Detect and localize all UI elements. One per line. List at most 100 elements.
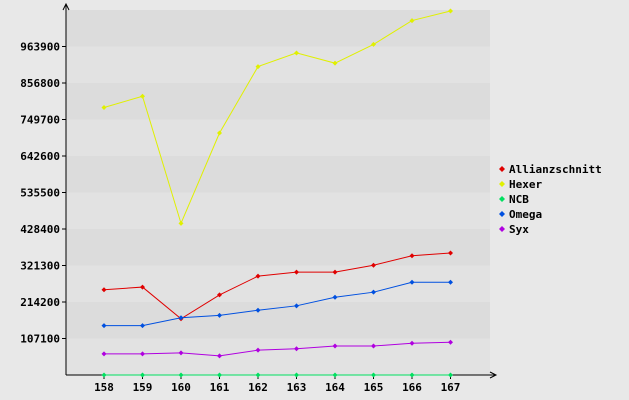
legend-marker (499, 196, 505, 202)
x-tick-label: 158 (94, 381, 114, 394)
data-point (371, 372, 376, 378)
series-syx (101, 339, 453, 359)
x-tick-label: 163 (287, 381, 307, 394)
data-point (448, 8, 453, 14)
x-axis-arrow (489, 371, 498, 379)
series-hexer (101, 8, 453, 226)
y-tick-label: 428400 (20, 223, 60, 236)
x-tick-label: 162 (248, 381, 268, 394)
data-point (294, 303, 299, 309)
x-tick-label: 166 (402, 381, 422, 394)
data-point (101, 351, 107, 357)
data-point (255, 347, 261, 353)
data-point (101, 287, 107, 293)
data-point (217, 372, 222, 378)
grid-band (66, 46, 490, 83)
grid-band (66, 119, 490, 156)
data-point (409, 340, 415, 346)
grid-band (66, 229, 490, 266)
data-point (371, 289, 376, 295)
y-tick-label: 321300 (20, 260, 60, 273)
y-tick-label: 749700 (20, 114, 60, 127)
data-point (332, 269, 338, 275)
data-point (101, 323, 107, 329)
data-point (332, 60, 338, 66)
y-tick-label: 856800 (20, 77, 60, 90)
data-point (448, 372, 453, 378)
x-tick-label: 161 (210, 381, 230, 394)
x-tick-label: 164 (325, 381, 345, 394)
series-omega (101, 279, 453, 329)
data-point (140, 93, 145, 99)
legend-label: Hexer (509, 178, 542, 191)
legend-marker (499, 166, 505, 172)
data-point (140, 284, 145, 290)
data-point (101, 372, 107, 378)
data-point (409, 18, 415, 24)
data-point (448, 339, 453, 345)
grid-band (66, 156, 490, 193)
x-tick-label: 167 (441, 381, 461, 394)
grid-band (66, 192, 490, 229)
y-axis-arrow (62, 2, 70, 11)
data-point (217, 353, 222, 359)
data-point (178, 315, 184, 321)
legend: Allianzschnitt Hexer NCB Omega Syx (499, 163, 602, 236)
series-line (103, 252, 451, 320)
data-point (332, 294, 338, 300)
data-point (178, 220, 184, 226)
data-point (409, 372, 415, 378)
data-point (255, 64, 261, 70)
data-point (332, 372, 338, 378)
data-point (371, 343, 376, 349)
data-point (448, 279, 453, 285)
x-tick-label: 165 (364, 381, 384, 394)
data-point (294, 50, 299, 56)
legend-marker (499, 211, 505, 217)
y-tick-label: 214200 (20, 296, 60, 309)
legend-label: Omega (509, 208, 542, 221)
grid-band (66, 265, 490, 302)
data-point (217, 312, 222, 318)
data-point (332, 343, 338, 349)
x-tick-label: 160 (171, 381, 191, 394)
legend-label: NCB (509, 193, 529, 206)
series-line (103, 10, 451, 225)
data-point (178, 372, 184, 378)
data-point (409, 279, 415, 285)
grid-band (66, 338, 490, 375)
data-point (255, 273, 261, 279)
y-tick-label: 963900 (20, 41, 60, 54)
data-point (294, 372, 299, 378)
data-point (294, 346, 299, 352)
x-tick-label: 159 (133, 381, 153, 394)
grid-band (66, 10, 490, 47)
data-point (217, 130, 222, 136)
data-point (217, 292, 222, 298)
series-line (104, 281, 451, 327)
legend-label: Allianzschnitt (509, 163, 602, 176)
data-point (294, 269, 299, 275)
x-axis-ticks: 158 159 160 161 162 163 164 165 166 167 (94, 375, 460, 394)
legend-marker (499, 181, 505, 187)
grid-bands (66, 10, 490, 375)
data-point (255, 372, 261, 378)
data-point (140, 351, 145, 357)
series-lines (101, 8, 453, 378)
data-point (409, 253, 415, 259)
legend-marker (499, 226, 505, 232)
y-tick-label: 642600 (20, 150, 60, 163)
series-ncb (101, 372, 453, 378)
data-point (101, 104, 107, 110)
y-axis-ticks: 107100 214200 321300 428400 535500 642600 7497… (20, 41, 66, 346)
legend-label: Syx (509, 223, 529, 236)
data-point (448, 250, 453, 256)
grid-band (66, 83, 490, 120)
y-tick-label: 107100 (20, 333, 60, 346)
data-point (255, 307, 261, 313)
data-point (140, 323, 145, 329)
data-point (371, 41, 376, 47)
y-tick-label: 535500 (20, 187, 60, 200)
series-line (104, 341, 451, 357)
